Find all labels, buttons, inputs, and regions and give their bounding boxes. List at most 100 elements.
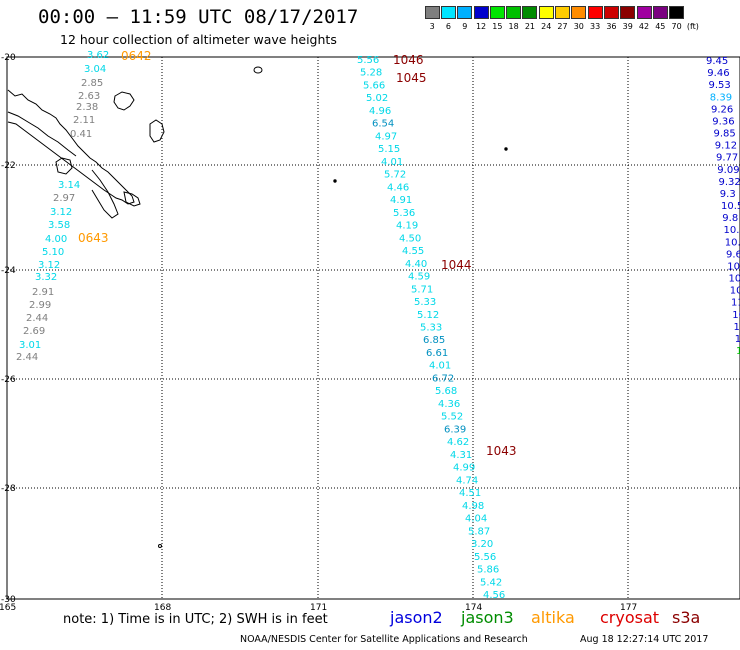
wave-height-value: 3.62 [87,50,109,61]
wave-height-value: 4.97 [375,131,397,142]
legend-label: 12 [475,22,487,31]
wave-height-value: 4.98 [462,501,484,512]
coastlines [7,66,508,548]
island-norfolk [158,544,162,548]
wave-height-value: 6.54 [372,119,394,130]
legend-swatch [440,6,456,19]
wave-height-value: 9.32 [719,177,740,188]
wave-height-value: 4.51 [459,488,481,499]
longitude-label: 165 [0,603,16,613]
wave-height-value: 5.28 [360,68,382,79]
legend-item: 70 [668,6,685,31]
wave-height-value: 4.01 [381,157,403,168]
pass-time-label: 0643 [78,231,109,245]
wave-height-value: 9.6 [726,249,740,260]
legend-item: 36 [603,6,619,31]
wave-height-value: 5.33 [420,323,442,334]
wave-height-value: 3.04 [84,64,106,75]
chart-title: 00:00 – 11:59 UTC 08/17/2017 [38,6,359,28]
longitude-label: 168 [154,603,171,613]
wave-height-value: 2.63 [78,91,100,102]
wave-height-value: 8.39 [710,92,732,103]
wave-height-value: 4.46 [387,182,409,193]
latitude-label: -20 [1,53,16,63]
wave-height-value: 9.26 [711,104,733,115]
wave-height-value: 5.15 [378,144,400,155]
legend-label: 24 [541,22,552,31]
wave-height-value: 4.50 [399,233,421,244]
legend-swatch [620,6,636,19]
coastline-ouvea [113,91,135,111]
satellite-jason2: jason2 [390,608,443,627]
units-note: note: 1) Time is in UTC; 2) SWH is in fe… [63,612,328,627]
coastline-lifou [149,119,165,143]
legend-swatch [636,6,652,19]
wave-height-value: 10.2 [724,225,740,236]
wave-height-value: 9.46 [707,68,729,79]
wave-height-value: 2.38 [76,102,98,113]
pass-time-label: 0642 [121,49,152,63]
wave-height-value: 3.14 [58,180,80,191]
satellite-cryosat: cryosat [600,608,660,627]
wave-height-value: 9.85 [714,129,736,140]
legend-unit: (ft) [686,22,699,31]
longitude-label: 174 [465,603,482,613]
wave-height-value: 4.31 [450,450,472,461]
wave-height-value: 2.99 [29,300,51,311]
latitude-label: -24 [1,266,16,276]
pass-time-label: 1046 [393,53,424,67]
legend-label: 21 [524,22,536,31]
island-walpole [253,66,263,74]
legend-item: 39 [620,6,636,31]
wave-height-value: 9.09 [717,165,739,176]
wave-height-value: 9.8 [722,213,738,224]
wave-height-value: 5.56 [357,55,379,66]
longitude-label: 177 [620,603,637,613]
coastline-north-islands [7,111,77,157]
legend-label: 30 [573,22,584,31]
wave-height-value: 10 [730,286,740,297]
satellite-altika: altika [531,608,575,627]
coastline-isle-of-pines [123,191,141,207]
wave-height-value: 4.59 [408,272,430,283]
legend-swatch [669,6,685,19]
wave-height-value: 4.62 [447,437,469,448]
wave-height-value: 3.12 [50,207,72,218]
legend-item: 24 [538,6,554,31]
wave-height-value: 5.02 [366,93,388,104]
wave-height-value: 5.56 [474,552,496,563]
legend-label: 36 [606,22,617,31]
legend-item: 3 [424,6,440,31]
legend-label: 15 [492,22,503,31]
wave-height-value: 10 [732,310,740,321]
coastline-new-caledonia [7,89,135,205]
coastline-mare [55,157,73,175]
wave-height-value: 4.36 [438,399,460,410]
wave-height-value: 5.10 [42,247,64,258]
wave-height-value: 5.71 [411,284,433,295]
wave-height-value: 4.55 [402,246,424,257]
chart-subtitle: 12 hour collection of altimeter wave hei… [60,32,337,47]
legend-swatch [457,6,473,19]
legend-swatch [603,6,619,19]
latitude-label: -26 [1,375,16,385]
graticule [7,57,740,599]
pass-time-labels: 0642 0643 1046 1045 1044 1043 [78,49,517,458]
legend-swatch [522,6,538,19]
wave-height-value: 1. [736,346,740,357]
legend-label: 27 [557,22,568,31]
credit-line: NOAA/NESDIS Center for Satellite Applica… [240,634,528,645]
wave-height-value: 10.5 [725,237,740,248]
legend-swatch [489,6,505,19]
legend-swatch [424,6,440,19]
wave-height-value: 4.40 [405,259,427,270]
wave-height-value: 3.12 [38,260,60,271]
wave-height-value: 5.36 [393,208,415,219]
wave-height-value: 2.44 [26,313,48,324]
wave-height-value: 11 [731,298,740,309]
color-legend: 3 6 9 12 15 18 21 24 27 30 33 36 39 42 45 70 (ft) [424,6,701,31]
legend-item: 30 [571,6,587,31]
legend-label: 18 [508,22,519,31]
